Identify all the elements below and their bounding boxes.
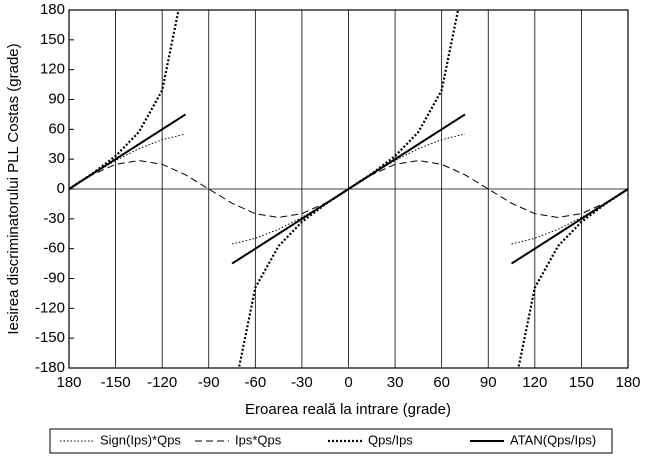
- y-tick-label: -180: [35, 359, 65, 376]
- legend-box: [49, 428, 613, 454]
- x-tick-label: 150: [569, 374, 594, 391]
- x-tick-label: 60: [433, 374, 450, 391]
- x-tick-label: -30: [291, 374, 313, 391]
- x-tick-label: -60: [244, 374, 266, 391]
- plot-area: [69, 10, 628, 368]
- x-tick-label: 0: [344, 374, 352, 391]
- y-axis-title: Iesirea discriminatorului PLL Costas (gr…: [5, 43, 22, 334]
- x-tick-label: -120: [147, 374, 177, 391]
- y-tick-label: 180: [40, 1, 65, 18]
- x-tick-label: -90: [198, 374, 220, 391]
- x-tick-label: 180: [615, 374, 640, 391]
- legend-label: Sign(Ips)*Qps: [100, 432, 181, 447]
- x-tick-label: 180: [56, 374, 81, 391]
- x-axis-title: Eroarea reală la intrare (grade): [245, 401, 451, 418]
- y-tick-label: -30: [43, 210, 65, 227]
- x-tick-label: -150: [101, 374, 131, 391]
- x-tick-label: 30: [387, 374, 404, 391]
- series-line: [69, 10, 628, 368]
- x-tick-label: 90: [480, 374, 497, 391]
- y-tick-label: -150: [35, 329, 65, 346]
- y-tick-label: 60: [48, 120, 65, 137]
- legend: Sign(Ips)*Qps Ips*Qps Qps/Ips ATAN(Qps/Ips): [60, 432, 596, 447]
- legend-label: Ips*Qps: [235, 432, 282, 447]
- x-tick-label: 120: [522, 374, 547, 391]
- y-tick-label: -60: [43, 240, 65, 257]
- y-tick-label: 90: [48, 90, 65, 107]
- y-tick-label: -90: [43, 269, 65, 286]
- legend-label: ATAN(Qps/Ips): [510, 432, 596, 447]
- series-line: [69, 113, 628, 265]
- y-tick-label: 150: [40, 31, 65, 48]
- y-tick-label: 30: [48, 150, 65, 167]
- y-tick-label: 120: [40, 61, 65, 78]
- y-tick-label: -120: [35, 299, 65, 316]
- y-tick-label: 0: [57, 180, 65, 197]
- legend-label: Qps/Ips: [368, 432, 413, 447]
- series-line: [69, 160, 628, 218]
